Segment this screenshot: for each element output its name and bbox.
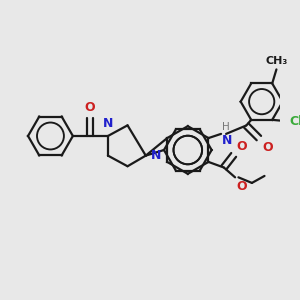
Text: N: N	[222, 134, 232, 147]
Text: H: H	[222, 122, 230, 133]
Text: N: N	[151, 149, 161, 162]
Text: O: O	[84, 100, 95, 114]
Text: O: O	[236, 140, 247, 153]
Text: N: N	[103, 117, 113, 130]
Text: O: O	[236, 180, 247, 193]
Text: O: O	[262, 141, 273, 154]
Text: Cl: Cl	[289, 115, 300, 128]
Text: CH₃: CH₃	[265, 56, 287, 66]
